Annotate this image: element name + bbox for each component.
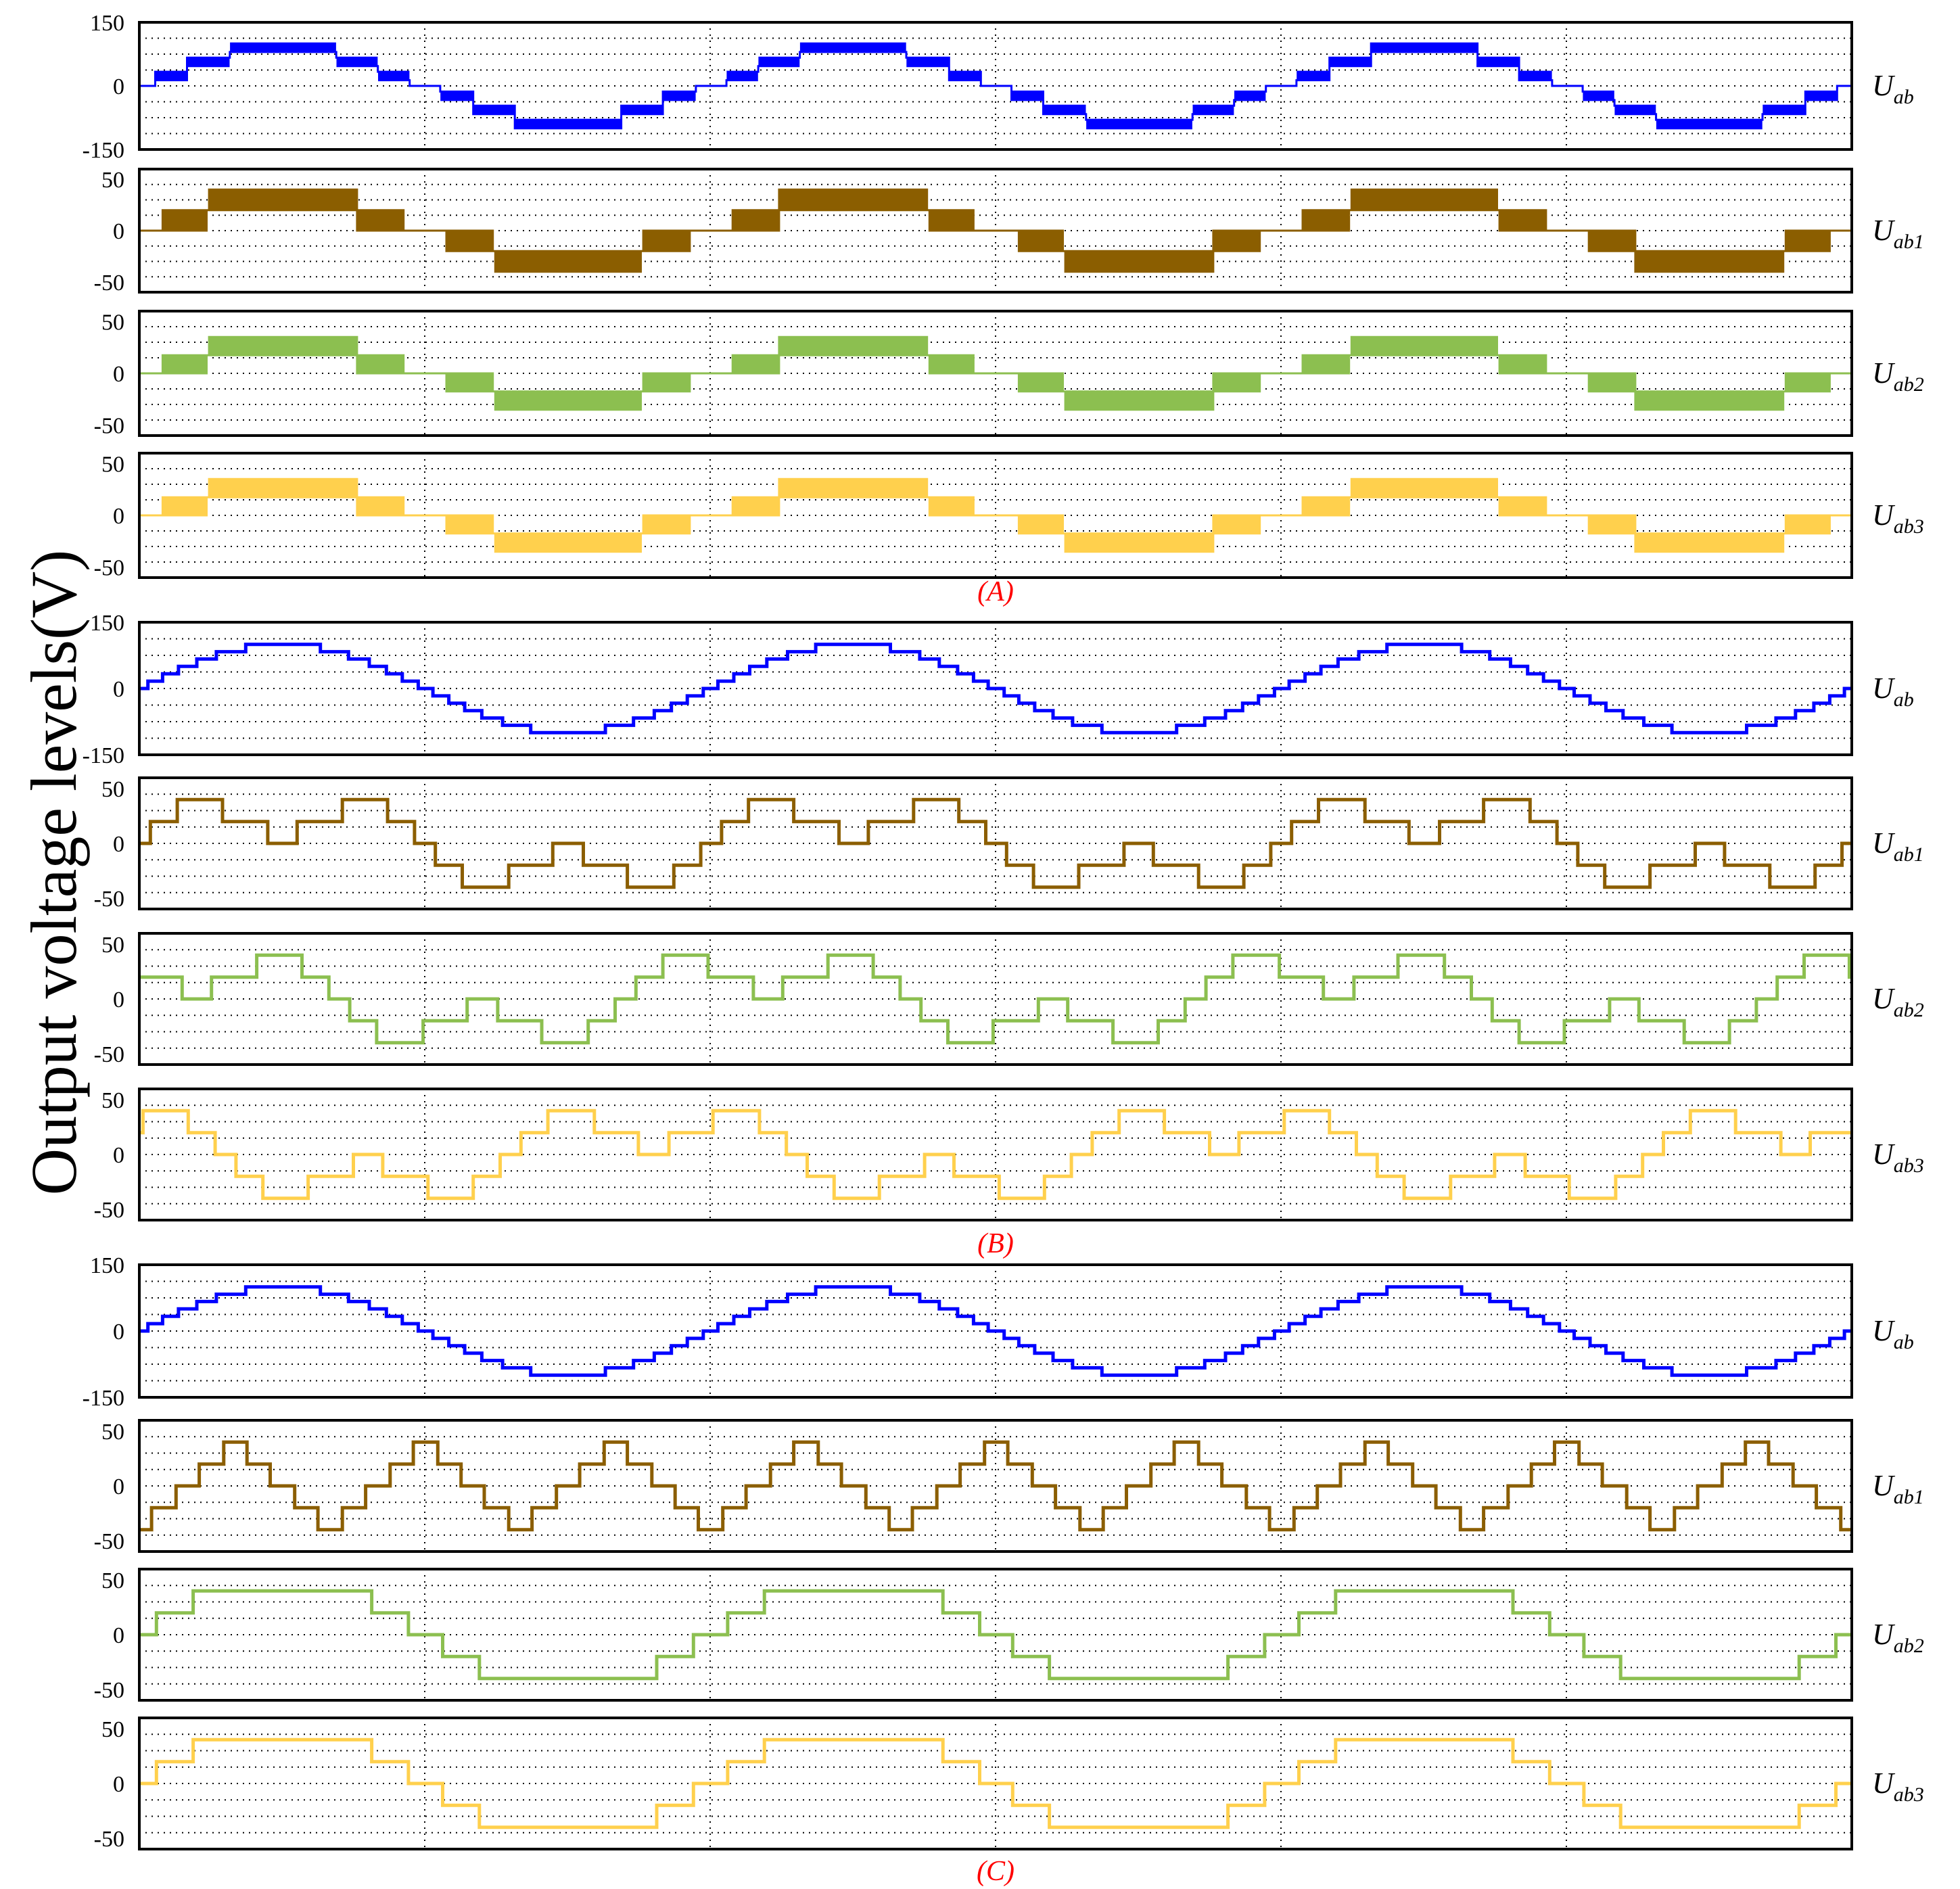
y-tick-label: -50 — [94, 271, 124, 296]
series-line-Uab1 — [139, 797, 1852, 889]
trace-label-Uab1: Uab1 — [1872, 826, 1924, 866]
panel-frame — [138, 310, 1853, 437]
series-line-Uab3 — [139, 1109, 1852, 1200]
y-tick-label: -50 — [94, 414, 124, 439]
y-axis-title: Output voltage levels(V) — [18, 550, 90, 1195]
y-tick-label: 0 — [113, 362, 124, 387]
panel-frame — [138, 932, 1853, 1066]
y-tick-label: -150 — [83, 1386, 124, 1411]
y-tick-label: 0 — [113, 219, 124, 244]
series-line-Uab2 — [139, 1589, 1852, 1681]
y-tick-label: 50 — [101, 1420, 124, 1445]
panels: 1500-150Uab500-50Uab1500-50Uab2500-50Uab… — [83, 11, 1924, 1852]
trace-label-Uab3: Uab3 — [1872, 498, 1924, 538]
y-tick-label: -150 — [83, 138, 124, 163]
panel-12: 50 0 -50 Uab3 — [94, 1717, 1924, 1852]
y-tick-label: 50 — [101, 310, 124, 335]
panel-frame — [138, 1263, 1853, 1399]
y-tick-label: 50 — [101, 168, 124, 193]
panel-frame — [138, 621, 1853, 756]
group-label: (C) — [977, 1856, 1014, 1887]
series-line-Uab — [139, 1285, 1852, 1377]
panel-1: 150 0 -150 Uab — [83, 11, 1914, 163]
series-line-Uab — [139, 42, 1852, 130]
y-tick-label: -50 — [94, 1198, 124, 1223]
group-labels: (A) (B) (C) — [977, 576, 1014, 1887]
trace-label-Uab3: Uab3 — [1872, 1138, 1924, 1177]
y-tick-label: 50 — [101, 1568, 124, 1593]
y-tick-label: -50 — [94, 1827, 124, 1852]
y-tick-label: 0 — [113, 1143, 124, 1168]
y-tick-label: 0 — [113, 1772, 124, 1797]
trace-label-Uab: Uab — [1872, 672, 1914, 711]
y-tick-label: -50 — [94, 1042, 124, 1067]
y-tick-label: 0 — [113, 677, 124, 702]
y-tick-label: 0 — [113, 1474, 124, 1499]
y-tick-label: 0 — [113, 1623, 124, 1648]
panel-frame — [138, 1419, 1853, 1553]
panel-7: 50 0 -50 Uab2 — [94, 932, 1924, 1067]
y-tick-label: -150 — [83, 743, 124, 768]
series-line-Uab2 — [139, 335, 1852, 411]
y-tick-label: 0 — [113, 987, 124, 1012]
y-tick-label: -50 — [94, 887, 124, 912]
panel-11: 50 0 -50 Uab2 — [94, 1568, 1924, 1703]
trace-label-Uab: Uab — [1872, 69, 1914, 108]
y-tick-label: 0 — [113, 504, 124, 529]
y-tick-label: 50 — [101, 933, 124, 958]
y-tick-label: 0 — [113, 832, 124, 857]
panel-2: 50 0 -50 Uab1 — [94, 168, 1924, 296]
series-line-Uab — [139, 643, 1852, 734]
trace-label-Uab: Uab — [1872, 1314, 1914, 1353]
y-tick-label: 150 — [90, 611, 124, 636]
panel-9: 150 0 -150 Uab — [83, 1253, 1914, 1411]
group-label: (B) — [977, 1228, 1014, 1259]
panel-6: 50 0 -50 Uab1 — [94, 776, 1924, 912]
y-tick-label: 50 — [101, 1088, 124, 1113]
panel-frame — [138, 1088, 1853, 1221]
y-tick-label: 50 — [101, 452, 124, 477]
panel-frame — [138, 452, 1853, 579]
y-tick-label: 50 — [101, 1717, 124, 1742]
panel-frame — [138, 21, 1853, 151]
y-tick-label: -50 — [94, 1529, 124, 1554]
y-tick-label: -50 — [94, 1678, 124, 1703]
panel-5: 150 0 -150 Uab — [83, 611, 1914, 768]
trace-label-Uab2: Uab2 — [1872, 982, 1924, 1021]
panel-10: 50 0 -50 Uab1 — [94, 1419, 1924, 1554]
y-tick-label: -50 — [94, 556, 124, 581]
trace-label-Uab2: Uab2 — [1872, 356, 1924, 396]
series-line-Uab1 — [139, 1440, 1852, 1532]
panel-3: 50 0 -50 Uab2 — [94, 310, 1924, 439]
y-tick-label: 150 — [90, 1253, 124, 1278]
trace-label-Uab1: Uab1 — [1872, 214, 1924, 253]
series-line-Uab3 — [139, 1738, 1852, 1829]
group-label: (A) — [977, 576, 1014, 607]
series-line-Uab1 — [139, 188, 1852, 273]
y-tick-label: 0 — [113, 1320, 124, 1345]
panel-frame — [138, 1568, 1853, 1702]
y-tick-label: 50 — [101, 777, 124, 802]
series-line-Uab2 — [139, 953, 1852, 1045]
trace-label-Uab1: Uab1 — [1872, 1469, 1924, 1508]
y-tick-label: 150 — [90, 11, 124, 36]
trace-label-Uab2: Uab2 — [1872, 1618, 1924, 1657]
series-line-Uab3 — [139, 477, 1852, 553]
y-tick-label: 0 — [113, 74, 124, 99]
panel-8: 50 0 -50 Uab3 — [94, 1088, 1924, 1223]
panel-frame — [138, 1717, 1853, 1850]
panel-frame — [138, 776, 1853, 910]
panel-frame — [138, 168, 1853, 294]
trace-label-Uab3: Uab3 — [1872, 1767, 1924, 1806]
panel-4: 50 0 -50 Uab3 — [94, 452, 1924, 581]
